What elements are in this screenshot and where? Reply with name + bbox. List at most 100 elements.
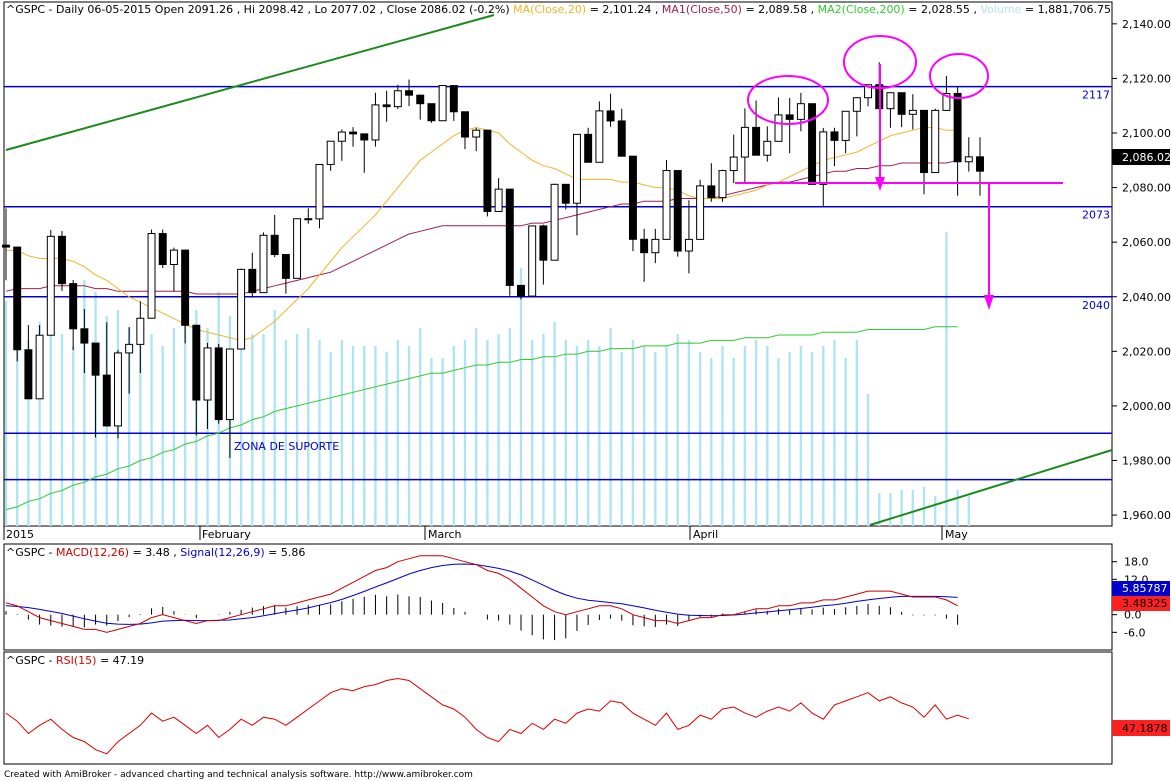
candle-down <box>24 349 33 400</box>
macd-hdr-label: MACD(12,26) <box>56 546 129 559</box>
volume-bar <box>598 346 601 526</box>
volume-bar <box>766 346 769 526</box>
candle-down <box>2 244 10 248</box>
candle-down <box>13 246 22 351</box>
x-label-february: February <box>202 528 251 541</box>
volume-bar <box>620 352 623 526</box>
level-label: 2040 <box>1082 299 1110 312</box>
rsi-series-line <box>5 677 969 755</box>
candle-up <box>371 104 380 141</box>
hdr-volume-value: = 1,881,706.75 <box>1025 3 1111 16</box>
candle-up <box>908 109 917 115</box>
hdr-ma200-label: MA2(Close,200) <box>818 3 905 16</box>
x-label-april: April <box>693 528 718 541</box>
x-label-march: March <box>428 528 462 541</box>
volume-bar <box>83 280 86 526</box>
ma50-line <box>5 159 958 295</box>
candle-down <box>539 225 548 261</box>
candle-up <box>886 92 895 110</box>
candle-up <box>293 218 302 279</box>
rsi-header: ^GSPC - RSI(15) = 47.19 <box>6 654 144 667</box>
volume-bar <box>374 346 377 526</box>
volume-bar <box>575 346 579 526</box>
volume-bar <box>49 316 52 526</box>
candle-down <box>248 268 257 294</box>
hdr-date: 06-05-2015 <box>87 3 151 16</box>
candle-up <box>774 114 783 142</box>
volume-bar <box>945 232 948 526</box>
price-tick-label: 2,080.00 <box>1122 182 1171 195</box>
candle-down <box>58 235 66 285</box>
footer-credit: Created with AmiBroker - advanced charti… <box>4 770 473 780</box>
candle-down <box>953 92 962 163</box>
candle-up <box>225 348 234 421</box>
volume-bar <box>654 352 657 526</box>
candle-down <box>304 218 313 221</box>
macd-histogram <box>5 594 959 641</box>
hdr-low: 2077.02 <box>331 3 377 16</box>
candle-up <box>315 163 324 220</box>
volume-bar <box>844 358 847 526</box>
candle-down <box>281 254 290 279</box>
candle-up <box>393 90 402 108</box>
macd-line <box>5 555 958 633</box>
candle-up <box>125 343 134 354</box>
hdr-ma20-value: = 2,101.24 <box>590 3 652 16</box>
candle-down <box>673 170 682 252</box>
volume-bar <box>889 493 892 526</box>
volume-bar <box>710 358 713 526</box>
candle-down <box>505 188 514 286</box>
rsi-hdr-label: RSI(15) <box>56 654 96 667</box>
volume-bar <box>777 358 780 526</box>
volume-bar <box>732 358 735 526</box>
volume-bar <box>363 346 366 526</box>
ma20-line <box>6 126 958 341</box>
candle-down <box>270 234 279 256</box>
volume-bar <box>542 334 545 526</box>
volume-bar <box>665 346 668 526</box>
volume-bar <box>295 334 299 526</box>
price-tick-label: 1,960.00 <box>1122 509 1171 522</box>
annotations <box>735 35 1063 310</box>
candle-up <box>696 185 705 240</box>
signal-line <box>5 563 958 625</box>
rsi-hdr-value: = 47.19 <box>100 654 144 667</box>
volume-bar <box>71 346 75 526</box>
macd-tick-label: 18.0 <box>1124 556 1149 569</box>
level-label: 2117 <box>1082 89 1110 102</box>
price-header: ^GSPC - Daily 06-05-2015 Open 2091.26 , … <box>6 3 1111 16</box>
candle-up <box>662 170 671 240</box>
hdr-symbol: ^GSPC <box>6 3 45 16</box>
volume-bar <box>385 352 388 526</box>
volume-bar <box>934 496 937 526</box>
candle-up <box>237 268 246 350</box>
price-tick-label: 2,120.00 <box>1122 72 1171 85</box>
hdr-ma50-label: MA1(Close,50) <box>662 3 742 16</box>
candlesticks <box>2 62 984 459</box>
candle-down <box>606 110 615 122</box>
macd-tick-label: 0.0 <box>1124 609 1142 622</box>
price-tick-label: 2,100.00 <box>1122 127 1171 140</box>
last-price-badge: 2,086.02 <box>1112 149 1171 165</box>
volume-bar <box>810 352 814 526</box>
hdr-period: Daily <box>56 3 84 16</box>
volume-bar <box>642 346 646 526</box>
volume-bar <box>866 394 870 526</box>
last-price-label: 2,086.02 <box>1122 151 1171 164</box>
candle-up <box>729 156 738 172</box>
candle-up <box>472 129 481 138</box>
volume-bar <box>609 328 612 526</box>
candle-down <box>897 92 906 115</box>
candle-down <box>483 129 492 212</box>
macd-lines <box>5 555 958 633</box>
hdr-change: (-0.2%) <box>469 3 510 16</box>
macd-hdr-value: = 3.48 <box>133 546 170 559</box>
volume-bar <box>351 346 355 526</box>
candle-up <box>864 84 873 99</box>
volume-bar <box>4 301 8 526</box>
candle-down <box>920 109 928 174</box>
price-panel: 2117 2073 2040 ZONA DE SUPORTE <box>2 1 1113 527</box>
macd-hdr-symbol: ^GSPC <box>6 546 45 559</box>
candle-down <box>707 185 716 199</box>
